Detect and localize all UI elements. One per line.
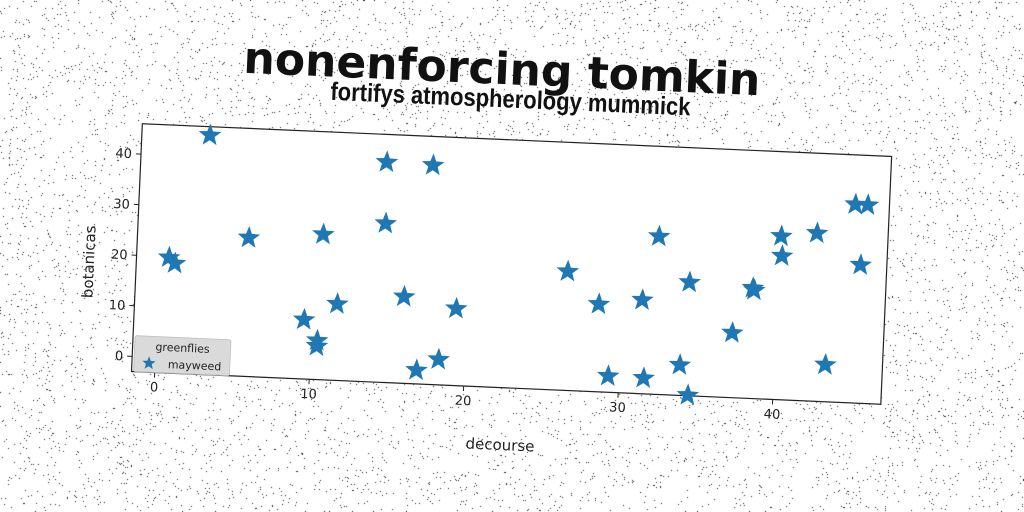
data-point-star: [770, 244, 794, 266]
data-point-star: [743, 278, 766, 301]
data-point-star: [770, 224, 793, 247]
legend-label-mayweed: mayweed: [168, 358, 222, 373]
data-point-star: [421, 153, 445, 176]
data-point-star: [375, 150, 399, 173]
x-axis-label: decourse: [465, 435, 535, 456]
data-point-star: [405, 358, 428, 381]
data-point-star: [587, 292, 611, 315]
x-tick-label: 20: [454, 394, 471, 410]
data-point-star: [326, 292, 349, 314]
data-point-star: [814, 352, 837, 375]
data-point-star: [596, 364, 620, 386]
data-point-star: [198, 123, 222, 146]
data-point-star: [163, 251, 187, 274]
data-point-star: [445, 296, 468, 319]
plot-frame: [130, 123, 893, 405]
data-point-star: [805, 221, 829, 244]
x-tick-label: 10: [300, 387, 317, 403]
y-tick-label: 0: [115, 349, 124, 364]
data-point-star: [556, 259, 580, 282]
data-point-star: [647, 224, 671, 247]
data-point-star: [668, 353, 692, 375]
y-tick-label: 30: [113, 197, 130, 213]
data-point-star: [374, 211, 398, 234]
x-axis: 0 10 20 30 40: [150, 372, 781, 423]
legend-box: [133, 335, 232, 377]
data-point-star: [849, 253, 872, 275]
data-point-star: [392, 284, 416, 307]
data-point-star: [676, 383, 700, 406]
x-tick-label: 0: [150, 380, 159, 395]
data-point-star: [678, 270, 701, 293]
y-tick-label: 10: [108, 298, 125, 314]
legend-marker-mayweed: [142, 356, 156, 370]
y-tick-label: 40: [115, 146, 132, 162]
data-point-star: [237, 225, 261, 248]
data-point-star: [632, 366, 656, 389]
data-point-star: [312, 222, 335, 245]
x-tick-label: 40: [763, 407, 780, 423]
data-points: [157, 123, 880, 406]
y-axis: 0 10 20 30 40: [108, 146, 142, 364]
data-point-star: [721, 321, 744, 343]
legend-star-icon: [142, 356, 156, 370]
legend: greenflies mayweed: [133, 335, 232, 377]
legend-title: greenflies: [155, 341, 210, 356]
data-point-star: [856, 193, 880, 215]
data-point-star: [292, 307, 316, 330]
data-point-star: [305, 334, 329, 357]
data-point-star: [427, 347, 450, 370]
y-axis-label: botanicas: [78, 225, 99, 299]
plot-area: 0 10 20 30 40 0 10 20 30 40 greenflies mayweed: [108, 123, 893, 423]
y-tick-label: 20: [111, 248, 128, 264]
data-point-star: [631, 288, 654, 310]
x-tick-label: 30: [609, 400, 626, 416]
